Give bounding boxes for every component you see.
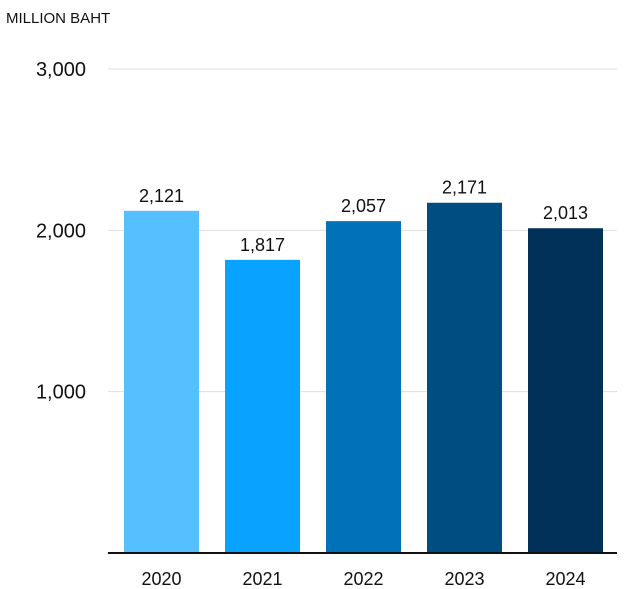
x-tick-label-2020: 2020 — [141, 569, 181, 589]
unit-label: MILLION BAHT — [6, 10, 110, 27]
y-tick-label-0: 1,000 — [36, 382, 86, 404]
y-tick-label-2: 3,000 — [36, 59, 86, 81]
bar-2022 — [326, 221, 401, 553]
data-label-2021: 1,817 — [240, 235, 285, 255]
x-tick-label-2021: 2021 — [242, 569, 282, 589]
bar-2020 — [124, 210, 199, 553]
bar-2024 — [528, 228, 603, 553]
y-axis-ticks: 1,000 2,000 3,000 — [36, 59, 86, 404]
data-label-2024: 2,013 — [543, 203, 588, 223]
bar-2023 — [427, 202, 502, 553]
bar-2021 — [225, 259, 300, 553]
x-axis-ticks: 2020 2021 2022 2023 2024 — [141, 569, 585, 589]
data-label-2020: 2,121 — [139, 186, 184, 206]
data-labels: 2,121 1,817 2,057 2,171 2,013 — [139, 178, 588, 255]
data-label-2022: 2,057 — [341, 196, 386, 216]
x-tick-label-2024: 2024 — [545, 569, 585, 589]
bars — [124, 202, 603, 553]
x-tick-label-2022: 2022 — [343, 569, 383, 589]
y-tick-label-1: 2,000 — [36, 220, 86, 242]
data-label-2023: 2,171 — [442, 178, 487, 198]
x-tick-label-2023: 2023 — [444, 569, 484, 589]
